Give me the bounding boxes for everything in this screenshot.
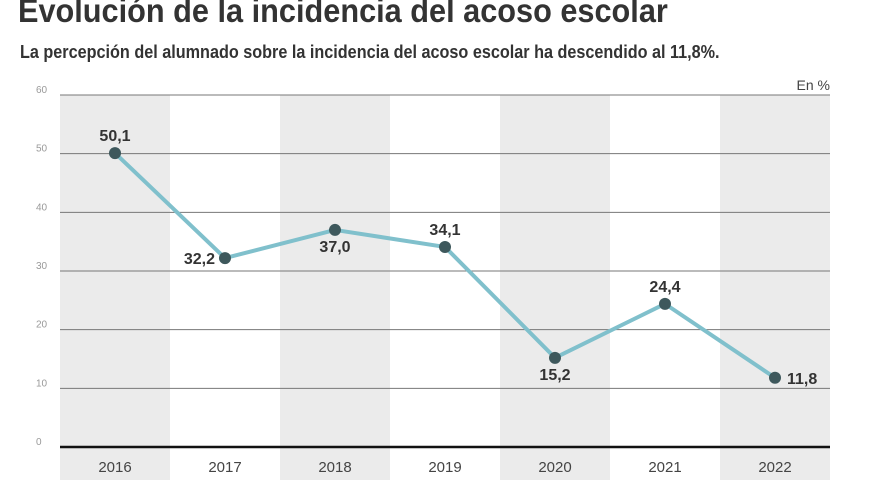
y-tick-label: 0 xyxy=(36,437,42,448)
y-tick-label: 10 xyxy=(36,378,48,389)
data-label: 37,0 xyxy=(319,239,350,256)
data-point xyxy=(549,351,561,364)
x-tick-label: 2016 xyxy=(98,459,131,476)
chart-title: Evolución de la incidencia del acoso esc… xyxy=(18,0,668,29)
data-point xyxy=(329,223,341,236)
y-tick-label: 40 xyxy=(36,202,48,213)
column-band xyxy=(500,95,610,480)
data-point xyxy=(659,297,671,310)
x-tick-label: 2019 xyxy=(428,459,461,476)
data-label: 50,1 xyxy=(99,128,130,145)
y-tick-label: 20 xyxy=(36,320,48,331)
data-label: 11,8 xyxy=(787,371,817,388)
y-tick-label: 30 xyxy=(36,261,48,272)
data-point xyxy=(219,252,231,265)
x-tick-label: 2022 xyxy=(758,459,791,476)
x-tick-label: 2017 xyxy=(208,459,241,476)
unit-label: En % xyxy=(797,77,830,93)
y-tick-label: 60 xyxy=(36,85,48,96)
data-label: 32,2 xyxy=(184,251,215,268)
column-band xyxy=(280,95,390,480)
data-point xyxy=(109,147,121,160)
data-label: 15,2 xyxy=(539,367,570,384)
x-tick-label: 2020 xyxy=(538,459,571,476)
data-point xyxy=(769,371,781,384)
data-label: 24,4 xyxy=(649,279,680,296)
x-tick-label: 2018 xyxy=(318,459,351,476)
data-point xyxy=(439,240,451,253)
x-tick-label: 2021 xyxy=(648,459,681,476)
y-tick-label: 50 xyxy=(36,144,48,155)
column-band xyxy=(60,95,170,480)
data-label: 34,1 xyxy=(429,222,460,239)
chart-subtitle: La percepción del alumnado sobre la inci… xyxy=(20,42,720,62)
column-band xyxy=(720,95,830,480)
